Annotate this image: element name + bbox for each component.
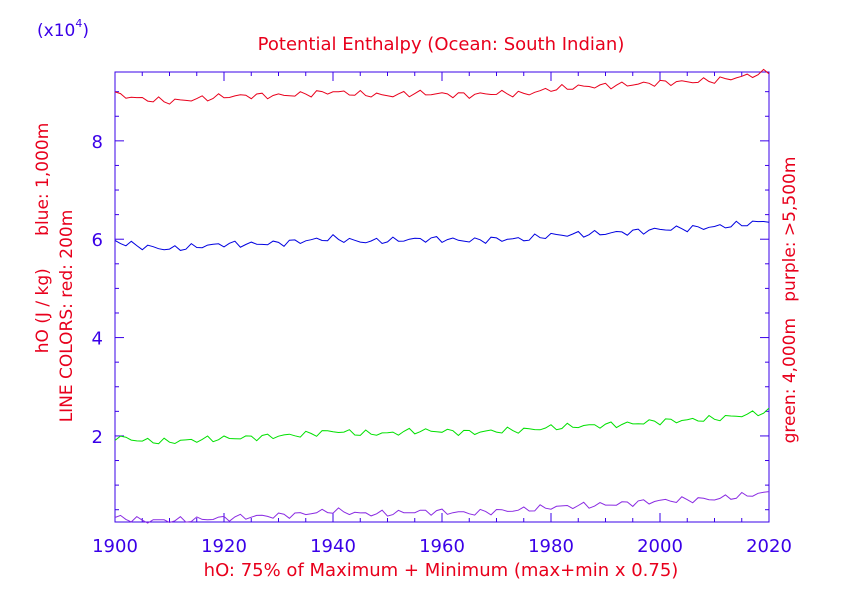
plot-frame bbox=[114, 71, 770, 523]
series-line-green bbox=[114, 407, 770, 445]
x-tick-label: 1980 bbox=[528, 536, 574, 557]
scale-label: (x104) bbox=[37, 17, 89, 41]
chart-title: Potential Enthalpy (Ocean: South Indian) bbox=[258, 34, 625, 55]
series-line-red bbox=[114, 68, 770, 105]
y-tick-label: 4 bbox=[92, 329, 103, 350]
x-tick-label: 2020 bbox=[746, 536, 792, 557]
axis-ticks bbox=[114, 72, 770, 522]
x-tick-label: 1920 bbox=[201, 536, 247, 557]
y-tick-label: 2 bbox=[92, 427, 103, 448]
y-tick-label: 8 bbox=[92, 132, 103, 153]
series-line-purple bbox=[114, 491, 770, 524]
y-axis-label-line2: hO (J / kg) blue: 1,000m bbox=[33, 123, 53, 354]
tick-labels: 1900 1920 1940 1960 1980 2000 2020 2 4 6 8 bbox=[92, 132, 792, 557]
x-tick-label: 1900 bbox=[92, 536, 138, 557]
y-tick-label: 6 bbox=[92, 230, 103, 251]
x-tick-label: 1940 bbox=[310, 536, 356, 557]
x-tick-label: 1960 bbox=[419, 536, 465, 557]
y-axis-label-line1: LINE COLORS: red: 200m bbox=[57, 210, 77, 423]
x-tick-label: 2000 bbox=[637, 536, 683, 557]
right-axis-label: green: 4,000m purple: >5,500m bbox=[780, 157, 800, 444]
series-group bbox=[114, 68, 770, 524]
series-line-blue bbox=[114, 220, 770, 251]
x-axis-label: hO: 75% of Maximum + Minimum (max+min x … bbox=[204, 560, 679, 581]
